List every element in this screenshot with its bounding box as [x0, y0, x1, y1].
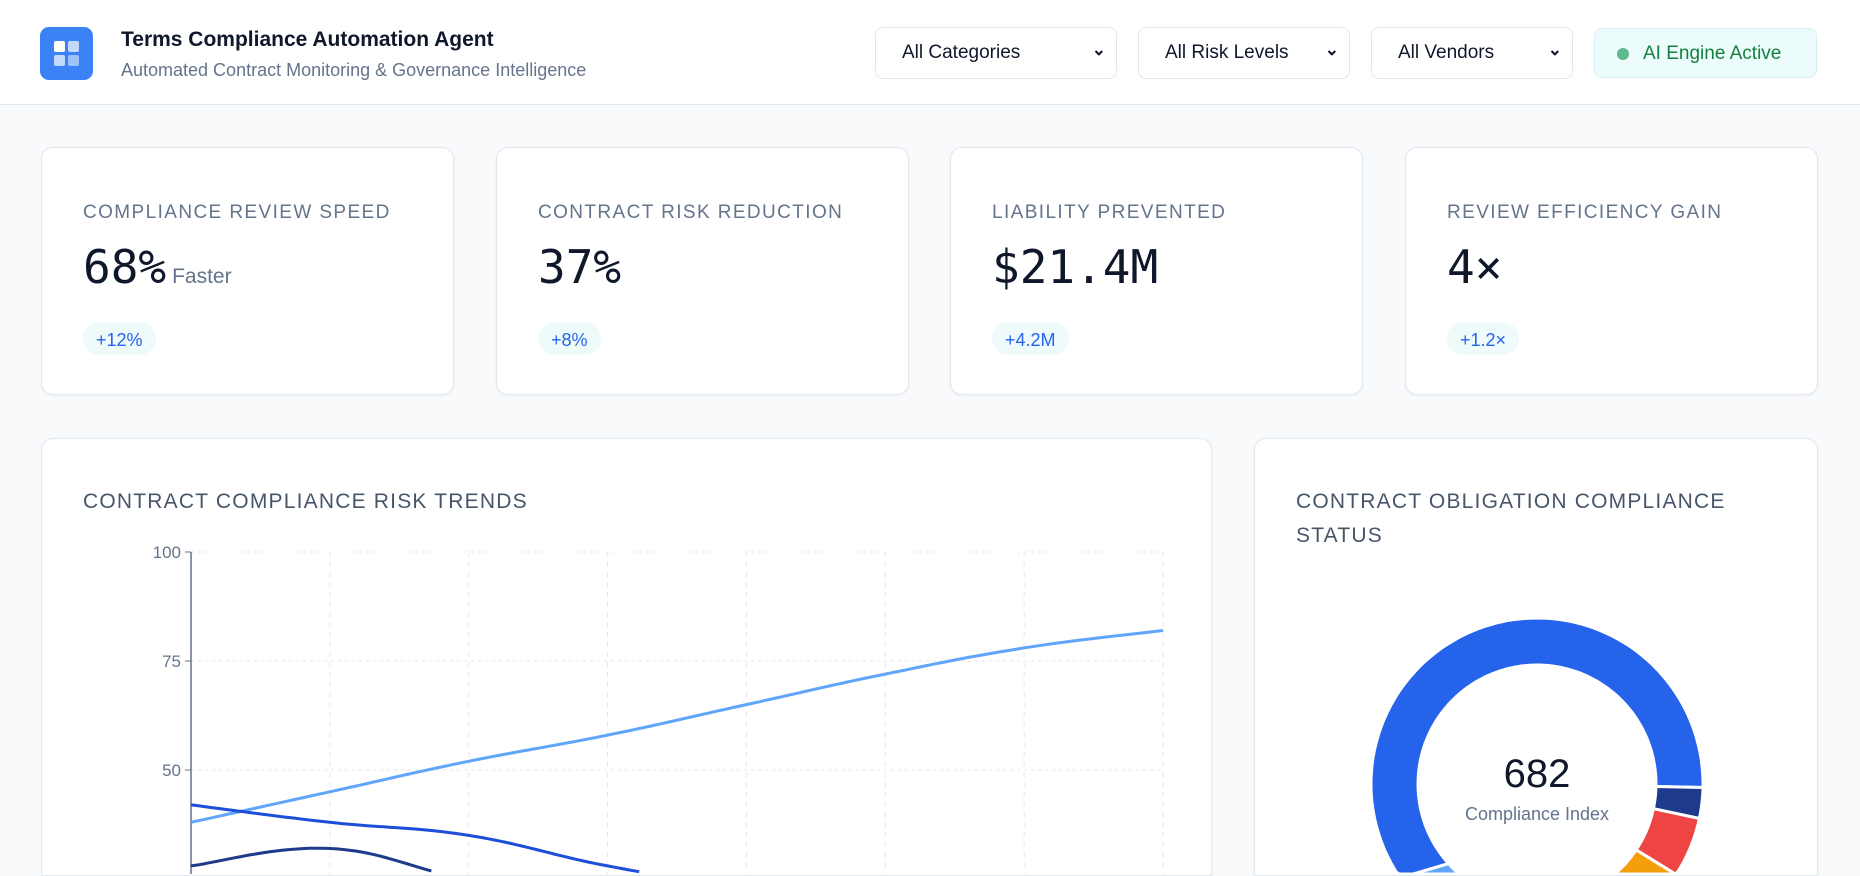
y-tick-label: 50	[162, 761, 181, 780]
obligation-status-card: CONTRACT OBLIGATION COMPLIANCE STATUS 68…	[1254, 438, 1818, 876]
kpi-delta-badge: +12%	[83, 322, 156, 355]
series-line-1	[190, 803, 640, 874]
risk-level-filter-select[interactable]: All Risk Levels ⌄	[1138, 27, 1350, 79]
kpi-label: CONTRACT RISK REDUCTION	[538, 202, 844, 223]
app-header: Terms Compliance Automation Agent Automa…	[0, 0, 1860, 105]
kpi-value: $21.4M	[992, 240, 1159, 294]
chevron-down-icon: ⌄	[1091, 40, 1106, 59]
vendor-filter-select[interactable]: All Vendors ⌄	[1371, 27, 1573, 79]
app-logo-icon	[40, 27, 93, 80]
kpi-card-risk-reduction: CONTRACT RISK REDUCTION 37% +8%	[496, 147, 909, 395]
donut-center-label: Compliance Index	[1464, 804, 1610, 824]
donut-slice-5	[1412, 862, 1514, 875]
chevron-down-icon: ⌄	[1547, 40, 1562, 59]
kpi-value: 68% Faster	[83, 240, 232, 294]
kpi-unit: Faster	[172, 265, 232, 288]
app-title: Terms Compliance Automation Agent	[121, 28, 494, 51]
risk-trends-card: CONTRACT COMPLIANCE RISK TRENDS 100 75 50	[41, 438, 1212, 876]
kpi-card-liability-prevented: LIABILITY PREVENTED $21.4M +4.2M	[950, 147, 1363, 395]
kpi-delta-badge: +4.2M	[992, 322, 1069, 355]
status-text: AI Engine Active	[1643, 43, 1782, 64]
obligation-donut-chart	[1369, 616, 1705, 875]
kpi-label: LIABILITY PREVENTED	[992, 202, 1227, 223]
kpi-card-review-speed: COMPLIANCE REVIEW SPEED 68% Faster +12%	[41, 147, 454, 395]
y-tick-label: 100	[153, 543, 181, 562]
kpi-value-number: 68%	[83, 240, 167, 294]
status-dot-icon	[1617, 48, 1629, 60]
risk-level-filter-value: All Risk Levels	[1165, 42, 1289, 63]
vendor-filter-value: All Vendors	[1398, 42, 1495, 63]
ai-engine-status-badge: AI Engine Active	[1594, 28, 1817, 78]
risk-trends-line-chart: 100 75 50	[153, 543, 1164, 874]
y-tick-label: 75	[162, 652, 181, 671]
risk-trends-title: CONTRACT COMPLIANCE RISK TRENDS	[83, 490, 528, 513]
series-line-2	[190, 846, 432, 873]
category-filter-value: All Categories	[902, 42, 1021, 63]
kpi-label: COMPLIANCE REVIEW SPEED	[83, 202, 391, 223]
obligation-status-title: CONTRACT OBLIGATION COMPLIANCE STATUS	[1296, 490, 1726, 547]
kpi-delta-badge: +8%	[538, 322, 601, 355]
kpi-value: 4×	[1447, 240, 1503, 294]
kpi-value: 37%	[538, 240, 622, 294]
app-subtitle: Automated Contract Monitoring & Governan…	[121, 60, 587, 80]
kpi-delta-badge: +1.2×	[1447, 322, 1520, 355]
series-line-0	[190, 629, 1164, 824]
kpi-card-efficiency-gain: REVIEW EFFICIENCY GAIN 4× +1.2×	[1405, 147, 1818, 395]
donut-center-value: 682	[1503, 752, 1571, 796]
category-filter-select[interactable]: All Categories ⌄	[875, 27, 1117, 79]
chevron-down-icon: ⌄	[1324, 40, 1339, 59]
kpi-label: REVIEW EFFICIENCY GAIN	[1447, 202, 1723, 223]
